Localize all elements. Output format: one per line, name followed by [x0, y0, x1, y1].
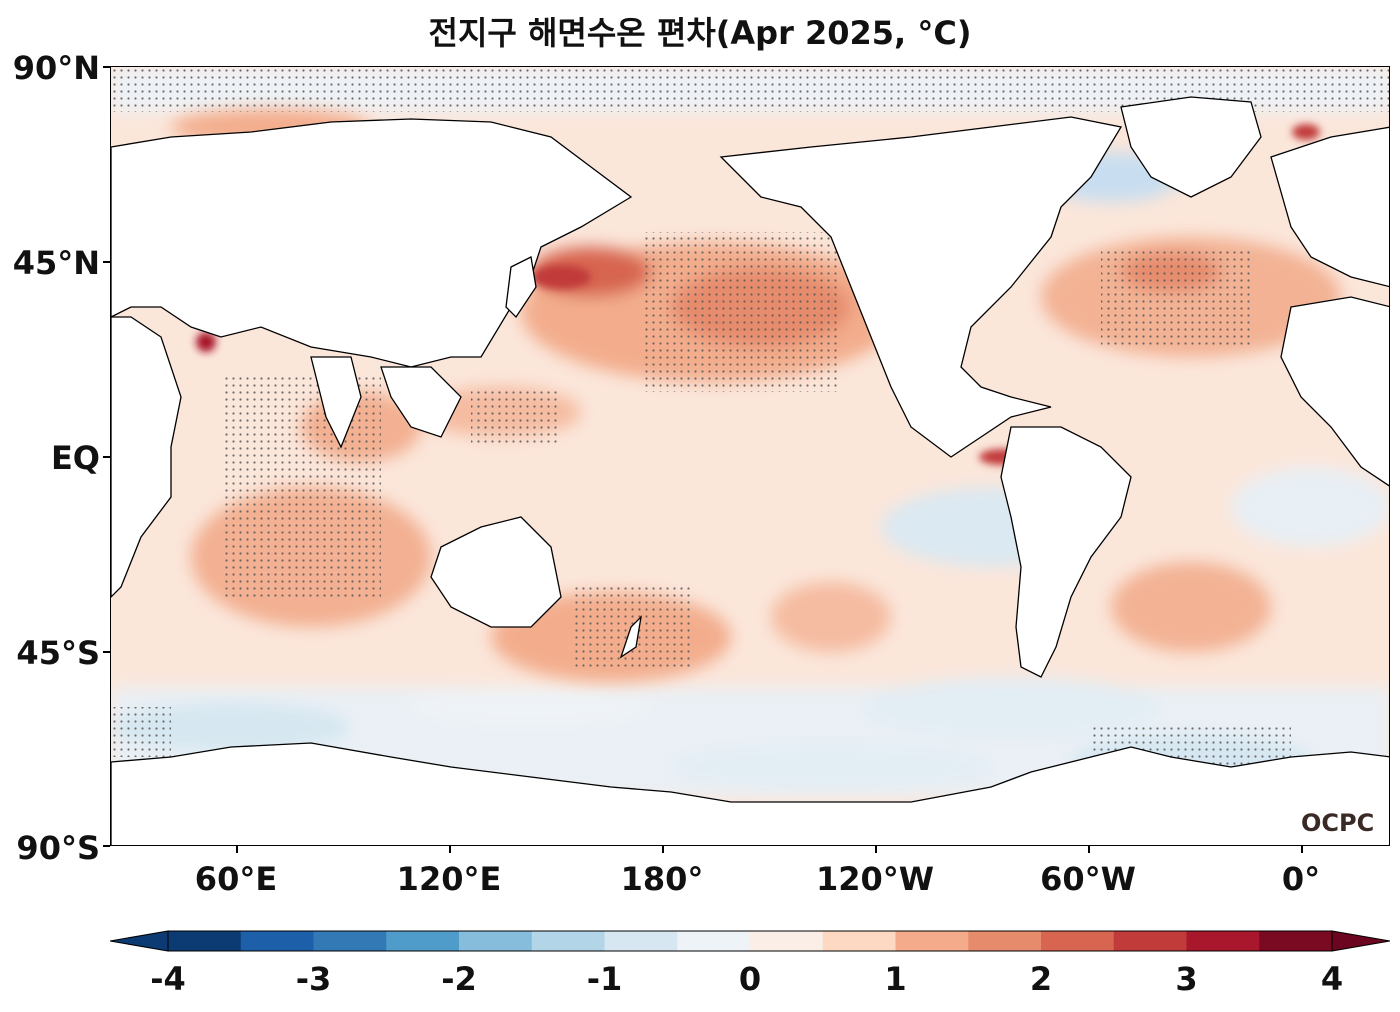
lon-label-120e: 120°E [396, 860, 502, 898]
colorbar-segment [313, 931, 387, 951]
colorbar-segment [968, 931, 1042, 951]
colorbar-segment [459, 931, 533, 951]
south-america-landmass [1000, 426, 1132, 678]
significance-stippling [111, 67, 1389, 787]
europe-landmass [1270, 126, 1389, 288]
colorbar-tick-label: 2 [1029, 960, 1053, 998]
colorbar-tick-label: 4 [1320, 960, 1344, 998]
colorbar-tick-label: 1 [884, 960, 907, 998]
west-africa-landmass [1280, 296, 1389, 487]
new-zealand-landmass [619, 615, 642, 659]
lon-tick [875, 846, 877, 853]
colorbar-tick-label: 3 [1175, 960, 1198, 998]
india-landmass [310, 356, 362, 449]
colorbar-segment [1113, 931, 1187, 951]
colorbar-tick-label: -1 [586, 960, 623, 998]
lat-tick [103, 456, 110, 458]
lon-tick [1301, 846, 1303, 853]
lon-label-120w: 120°W [815, 860, 935, 898]
colorbar-segment [604, 931, 678, 951]
colorbar-segment [1186, 931, 1260, 951]
lon-tick [662, 846, 664, 853]
lon-tick [236, 846, 238, 853]
southeast-asia-landmass [380, 366, 462, 438]
lat-tick [103, 651, 110, 653]
australia-landmass [430, 516, 562, 628]
colorbar-segment [895, 931, 969, 951]
colorbar-segment [750, 931, 824, 951]
lon-label-60e: 60°E [194, 860, 278, 898]
colorbar-segment [677, 931, 751, 951]
colorbar-segment [822, 931, 896, 951]
lon-label-0: 0° [1281, 860, 1321, 898]
colorbar-segment [240, 931, 314, 951]
lat-label-90n: 90°N [12, 49, 100, 87]
colorbar-tick-label: 0 [738, 960, 762, 998]
colorbar [110, 930, 1390, 952]
lat-label-90s: 90°S [16, 829, 100, 867]
colorbar-segment [168, 931, 242, 951]
africa-landmass [111, 316, 182, 598]
colorbar-tick-label: -2 [441, 960, 477, 998]
map-svg [111, 67, 1389, 845]
colorbar-min-extend [110, 930, 169, 952]
colorbar-tick-label: -3 [295, 960, 332, 998]
colorbar-segment [531, 931, 605, 951]
lat-tick [103, 66, 110, 68]
colorbar-segment [1259, 931, 1333, 951]
colorbar-tick-label: -4 [150, 960, 186, 998]
lat-tick [103, 261, 110, 263]
colorbar-max-extend [1331, 930, 1390, 952]
lon-tick [1088, 846, 1090, 853]
greenland-landmass [1120, 96, 1262, 198]
colorbar-border [167, 930, 1333, 952]
lat-label-45s: 45°S [16, 634, 100, 672]
lat-label-45n: 45°N [12, 244, 100, 282]
ocpc-logo: OCPC [1301, 809, 1375, 837]
colorbar-segment [1041, 931, 1115, 951]
colorbar-segment [386, 931, 460, 951]
lat-tick [103, 845, 110, 847]
north-america-landmass [719, 116, 1123, 458]
lat-label-eq: EQ [50, 439, 100, 477]
antarctica-landmass [111, 742, 1389, 845]
map-title: 전지구 해면수온 편차(Apr 2025, °C) [428, 14, 972, 52]
lon-label-180: 180° [620, 860, 704, 898]
japan-landmass [505, 256, 537, 319]
land-masses [111, 96, 1389, 845]
sst-anomaly-map: OCPC [110, 66, 1390, 846]
lon-label-60w: 60°W [1040, 860, 1136, 898]
lon-tick [449, 846, 451, 853]
